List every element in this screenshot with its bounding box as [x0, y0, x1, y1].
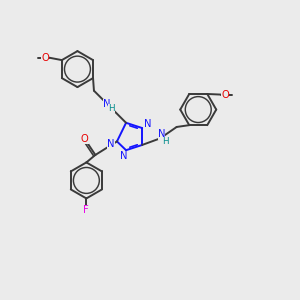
Text: N: N — [120, 152, 128, 161]
Text: O: O — [41, 53, 49, 63]
Text: O: O — [81, 134, 88, 144]
Text: F: F — [83, 206, 89, 215]
Text: N: N — [144, 119, 151, 129]
Text: O: O — [221, 90, 229, 100]
Text: H: H — [162, 137, 169, 146]
Text: N: N — [103, 99, 110, 109]
Text: N: N — [107, 139, 115, 149]
Text: N: N — [158, 130, 165, 140]
Text: H: H — [108, 104, 115, 113]
